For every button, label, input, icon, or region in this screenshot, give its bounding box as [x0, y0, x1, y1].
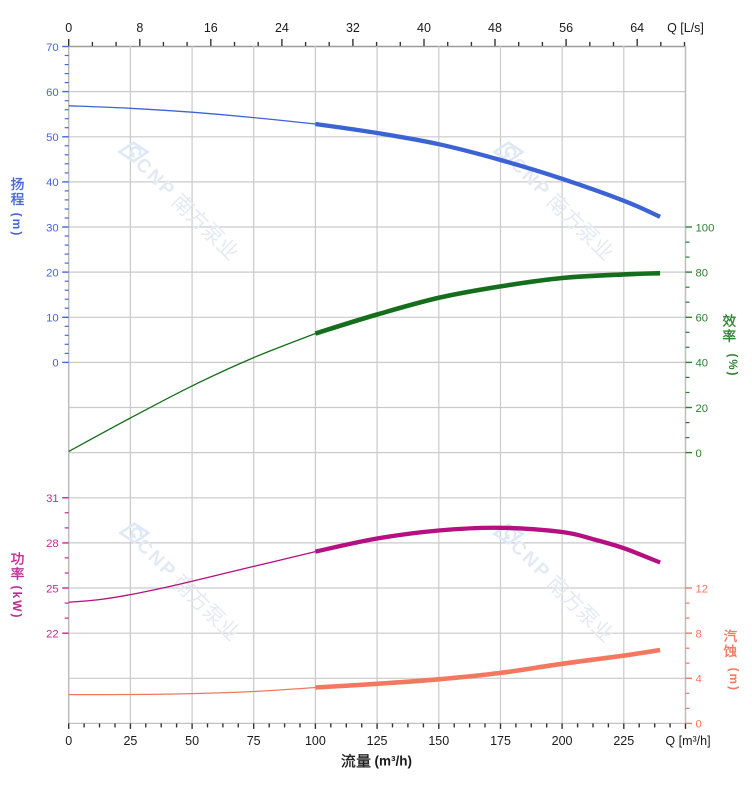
svg-text:70: 70	[46, 42, 59, 54]
svg-text:0: 0	[65, 21, 72, 35]
svg-text:32: 32	[346, 21, 360, 35]
svg-text:28: 28	[46, 538, 59, 550]
svg-text:100: 100	[305, 734, 326, 748]
svg-text:50: 50	[185, 734, 199, 748]
svg-text:10: 10	[46, 313, 59, 325]
svg-text:(m): (m)	[727, 668, 741, 692]
svg-text:48: 48	[488, 21, 502, 35]
svg-text:80: 80	[696, 267, 709, 279]
svg-text:64: 64	[630, 21, 644, 35]
svg-text:0: 0	[52, 358, 58, 370]
svg-text:Q [m³/h]: Q [m³/h]	[665, 734, 710, 748]
svg-text:0: 0	[696, 719, 702, 731]
svg-text:125: 125	[367, 734, 388, 748]
svg-text:CNP: CNP	[506, 154, 555, 202]
svg-text:150: 150	[428, 734, 449, 748]
svg-text:(%): (%)	[726, 354, 738, 378]
svg-text:200: 200	[552, 734, 573, 748]
svg-text:40: 40	[696, 358, 709, 370]
svg-text:20: 20	[46, 267, 59, 279]
svg-text:40: 40	[417, 21, 431, 35]
svg-text:CNP: CNP	[131, 154, 180, 202]
svg-text:22: 22	[46, 629, 59, 641]
svg-text:50: 50	[46, 132, 59, 144]
svg-text:0: 0	[65, 734, 72, 748]
svg-text:75: 75	[247, 734, 261, 748]
svg-text:175: 175	[490, 734, 511, 748]
svg-text:25: 25	[123, 734, 137, 748]
svg-text:Q [L/s]: Q [L/s]	[667, 21, 704, 35]
svg-text:30: 30	[46, 222, 59, 234]
svg-text:40: 40	[46, 177, 59, 189]
svg-text:(kW): (kW)	[10, 586, 24, 620]
svg-text:(m): (m)	[10, 213, 24, 238]
svg-text:20: 20	[696, 403, 709, 415]
svg-text:100: 100	[696, 222, 715, 234]
svg-text:31: 31	[46, 493, 59, 505]
svg-text:56: 56	[559, 21, 573, 35]
svg-text:12: 12	[696, 583, 709, 595]
svg-text:CNP: CNP	[132, 535, 181, 583]
svg-text:25: 25	[46, 583, 59, 595]
svg-text:0: 0	[696, 448, 702, 460]
svg-text:16: 16	[204, 21, 218, 35]
svg-text:60: 60	[46, 87, 59, 99]
svg-text:60: 60	[696, 313, 709, 325]
svg-text:8: 8	[696, 629, 702, 641]
svg-text:8: 8	[136, 21, 143, 35]
svg-text:225: 225	[613, 734, 634, 748]
svg-text:24: 24	[275, 21, 289, 35]
svg-text:4: 4	[696, 674, 702, 686]
svg-text:(m³/h): (m³/h)	[375, 754, 413, 769]
